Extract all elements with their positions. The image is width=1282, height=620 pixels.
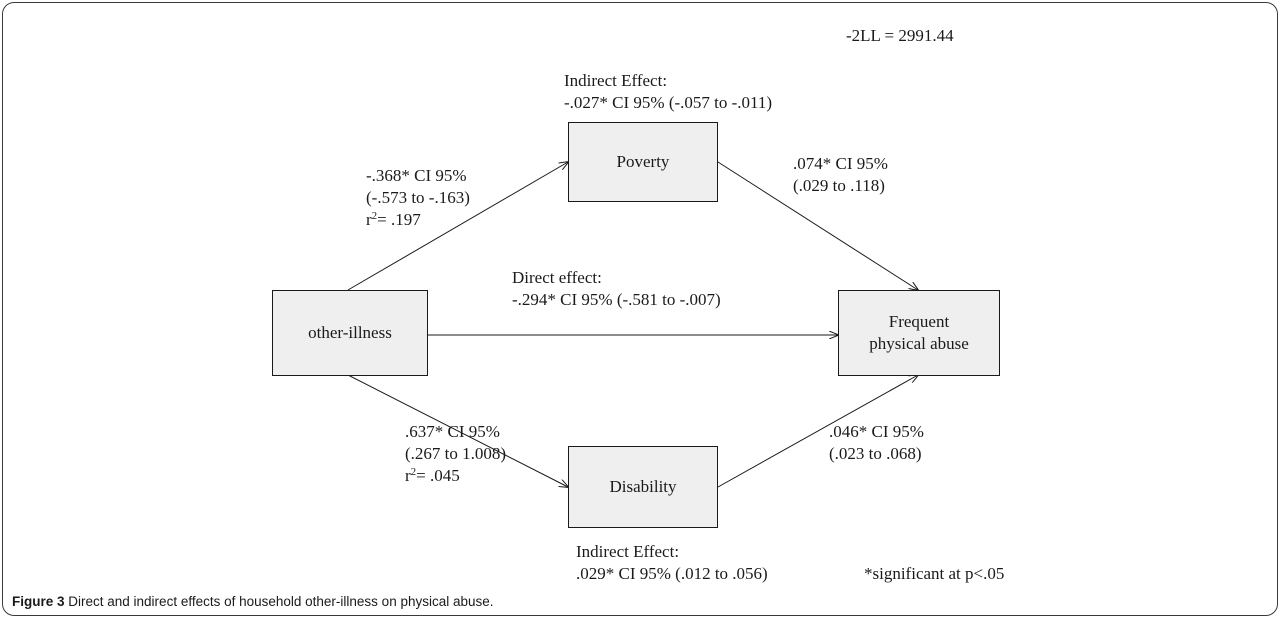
path-poverty-to-abuse-label: .074* CI 95% (.029 to .118) [793, 153, 888, 197]
node-outcome-line1: Frequent [888, 312, 950, 331]
node-frequent-physical-abuse: Frequent physical abuse [838, 290, 1000, 376]
figure-caption-text: Direct and indirect effects of household… [64, 594, 494, 609]
path-b1-ci: (.029 to .118) [793, 176, 885, 195]
path-a1-r-prefix: r [366, 210, 372, 229]
path-illness-to-poverty-label: -.368* CI 95% (-.573 to -.163) r2= .197 [366, 165, 470, 231]
node-poverty-label: Poverty [616, 152, 670, 171]
path-a2-r-sup: 2 [410, 466, 417, 478]
path-disability-to-abuse-label: .046* CI 95% (.023 to .068) [829, 421, 924, 465]
node-poverty: Poverty [568, 122, 718, 202]
path-a1-r-squared: r2= .197 [366, 209, 470, 231]
path-a1-r-value: = .197 [377, 210, 421, 229]
node-disability: Disability [568, 446, 718, 528]
path-b2-ci: (.023 to .068) [829, 444, 922, 463]
path-a2-r-value: = .045 [416, 466, 460, 485]
figure-caption-label: Figure 3 [12, 594, 65, 609]
path-a1-r-sup: 2 [371, 210, 378, 222]
direct-effect-title: Direct effect: [512, 268, 602, 287]
path-b2-coefficient: .046* CI 95% [829, 422, 924, 441]
arrow-illness-to-disability [347, 374, 568, 487]
figure-caption: Figure 3 Direct and indirect effects of … [12, 594, 494, 609]
path-a2-coefficient: .637* CI 95% [405, 422, 500, 441]
indirect-effect-poverty: Indirect Effect: -.027* CI 95% (-.057 to… [564, 70, 772, 114]
path-illness-to-disability-label: .637* CI 95% (.267 to 1.008) r2= .045 [405, 421, 506, 487]
node-other-illness: other-illness [272, 290, 428, 376]
indirect-effect-poverty-value: -.027* CI 95% (-.057 to -.011) [564, 93, 773, 112]
node-disability-label: Disability [609, 477, 677, 496]
node-other-illness-label: other-illness [308, 323, 392, 342]
path-a2-r-prefix: r [405, 466, 411, 485]
indirect-effect-poverty-title: Indirect Effect: [564, 71, 668, 90]
path-b1-coefficient: .074* CI 95% [793, 154, 888, 173]
node-outcome-line2: physical abuse [869, 334, 969, 353]
significance-note: *significant at p<.05 [864, 564, 1005, 583]
direct-effect-label: Direct effect: -.294* CI 95% (-.581 to -… [512, 267, 721, 311]
indirect-effect-disability: Indirect Effect: .029* CI 95% (.012 to .… [576, 541, 768, 585]
arrow-poverty-to-abuse [717, 161, 918, 290]
path-a2-r-squared: r2= .045 [405, 465, 506, 487]
arrow-disability-to-abuse [717, 375, 918, 488]
path-a1-coefficient: -.368* CI 95% [366, 166, 467, 185]
arrow-illness-to-poverty [347, 162, 568, 291]
direct-effect-value: -.294* CI 95% (-.581 to -.007) [512, 290, 721, 309]
fit-statistic: -2LL = 2991.44 [846, 26, 954, 45]
indirect-effect-disability-title: Indirect Effect: [576, 542, 680, 561]
indirect-effect-disability-value: .029* CI 95% (.012 to .056) [576, 564, 768, 583]
path-a2-ci: (.267 to 1.008) [405, 444, 507, 463]
path-a1-ci: (-.573 to -.163) [366, 188, 470, 207]
